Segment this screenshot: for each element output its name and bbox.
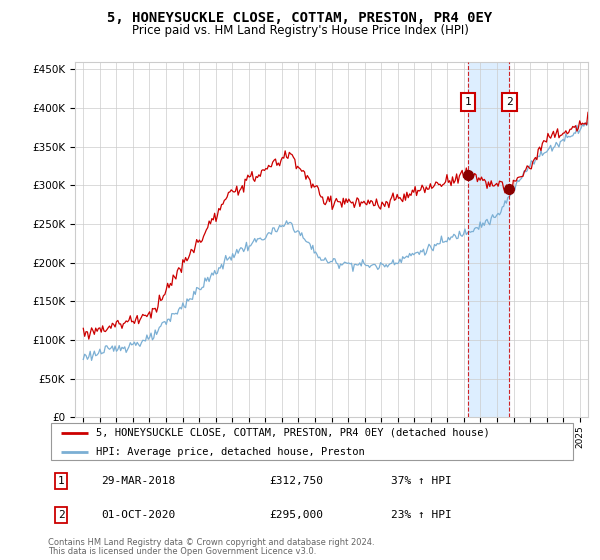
Text: £295,000: £295,000	[270, 510, 324, 520]
Text: 5, HONEYSUCKLE CLOSE, COTTAM, PRESTON, PR4 0EY (detached house): 5, HONEYSUCKLE CLOSE, COTTAM, PRESTON, P…	[95, 428, 489, 438]
Text: 01-OCT-2020: 01-OCT-2020	[101, 510, 175, 520]
Text: 5, HONEYSUCKLE CLOSE, COTTAM, PRESTON, PR4 0EY: 5, HONEYSUCKLE CLOSE, COTTAM, PRESTON, P…	[107, 11, 493, 25]
Text: Price paid vs. HM Land Registry's House Price Index (HPI): Price paid vs. HM Land Registry's House …	[131, 24, 469, 37]
Bar	[468, 62, 509, 417]
FancyBboxPatch shape	[50, 423, 574, 460]
Text: £312,750: £312,750	[270, 476, 324, 486]
Text: This data is licensed under the Open Government Licence v3.0.: This data is licensed under the Open Gov…	[48, 547, 316, 556]
Text: 1: 1	[464, 97, 472, 107]
Text: 37% ↑ HPI: 37% ↑ HPI	[391, 476, 452, 486]
Text: 2: 2	[506, 97, 513, 107]
Text: 29-MAR-2018: 29-MAR-2018	[101, 476, 175, 486]
Text: 2: 2	[58, 510, 65, 520]
Text: Contains HM Land Registry data © Crown copyright and database right 2024.: Contains HM Land Registry data © Crown c…	[48, 538, 374, 547]
Text: 1: 1	[58, 476, 65, 486]
Text: 23% ↑ HPI: 23% ↑ HPI	[391, 510, 452, 520]
Text: HPI: Average price, detached house, Preston: HPI: Average price, detached house, Pres…	[95, 446, 364, 456]
